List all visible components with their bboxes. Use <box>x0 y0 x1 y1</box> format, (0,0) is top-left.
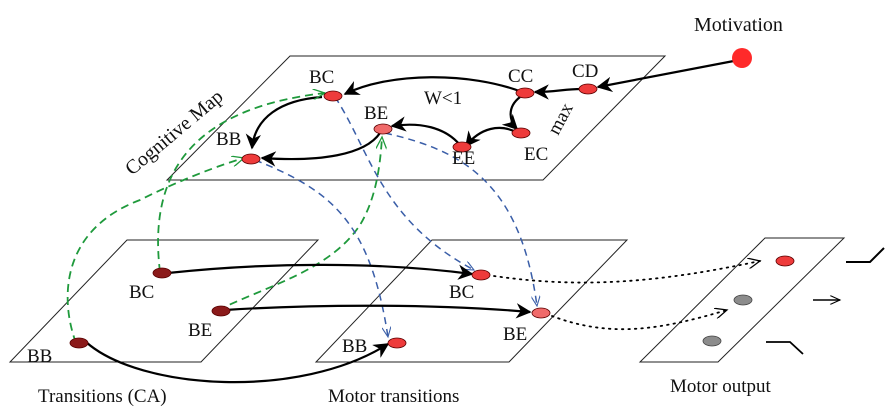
cogmap-label-cd: CD <box>572 61 598 82</box>
cogmap-label-ee: EE <box>452 148 475 169</box>
motor-transition-label-bc: BC <box>449 282 474 303</box>
cogmap-node-bc <box>323 90 343 102</box>
cogmap-label-bc: BC <box>309 67 334 88</box>
transition-node-bc <box>152 267 172 279</box>
blue-link-bc <box>334 96 474 271</box>
transition-label-bb: BB <box>27 346 52 367</box>
motor-transition-node-be <box>531 307 551 319</box>
transition-node-bb <box>69 337 89 349</box>
transition-label-be: BE <box>188 320 212 341</box>
transition-label-bc: BC <box>129 282 154 303</box>
dotted-link-bc-output <box>493 261 760 284</box>
turn-right-icon <box>766 341 804 355</box>
transition-node-be <box>211 305 231 317</box>
green-link-bb <box>66 158 244 344</box>
motor-transition-label-be: BE <box>503 324 527 345</box>
blue-link-bb <box>254 159 388 337</box>
cogmap-node-cd <box>578 83 598 95</box>
cogmap-node-ee <box>452 141 472 153</box>
cogmap-node-ec <box>511 127 531 139</box>
cogmap-label-bb: BB <box>216 129 241 150</box>
arc-be-to-bb <box>260 132 381 167</box>
arc-be-transition <box>224 303 532 319</box>
arc-cc-to-bc <box>343 76 523 95</box>
dotted-link-be-output <box>551 310 727 331</box>
motor-transitions-plane <box>314 239 629 363</box>
arc-cc-to-ec <box>501 96 521 131</box>
blue-link-be <box>384 132 537 306</box>
cogmap-label-be: BE <box>364 103 388 124</box>
arc-ec-to-ee <box>465 126 519 148</box>
motor-transition-node-bb <box>387 337 407 349</box>
cogmap-label-ec: EC <box>524 144 548 165</box>
motor-transition-label-bb: BB <box>342 336 367 357</box>
w-lt-1-label: W<1 <box>424 88 462 109</box>
motor-output-node-3 <box>702 335 722 347</box>
motor-transition-node-bc <box>471 269 491 281</box>
arc-bc-transition <box>167 263 474 280</box>
green-link-bc <box>157 93 325 273</box>
transitions-ca-label: Transitions (CA) <box>38 386 167 407</box>
motor-transitions-label: Motor transitions <box>328 386 459 407</box>
green-link-be <box>217 137 382 311</box>
cogmap-node-cc <box>515 87 535 99</box>
cogmap-node-be <box>373 123 393 135</box>
motivation-dot <box>732 48 752 68</box>
turn-left-icon <box>846 247 885 263</box>
transitions-plane <box>8 239 320 363</box>
cogmap-node-bb <box>241 153 261 165</box>
max-label: max <box>544 99 578 138</box>
arc-cd-to-cc <box>533 84 582 100</box>
arc-bb-transition <box>85 341 390 384</box>
cogmap-label-cc: CC <box>508 66 533 87</box>
motor-output-node-2 <box>733 294 753 306</box>
cognitive-map-label: Cognitive Map <box>121 85 227 179</box>
motor-output-label: Motor output <box>670 376 772 397</box>
arc-bc-to-bb <box>245 95 323 150</box>
arc-ee-to-be <box>390 116 461 146</box>
cognitive-map-plane <box>165 55 667 181</box>
motor-output-node-1 <box>775 255 795 267</box>
arc-motivation-to-cd <box>596 58 740 92</box>
motivation-label: Motivation <box>694 14 783 36</box>
motor-output-plane <box>638 237 846 363</box>
